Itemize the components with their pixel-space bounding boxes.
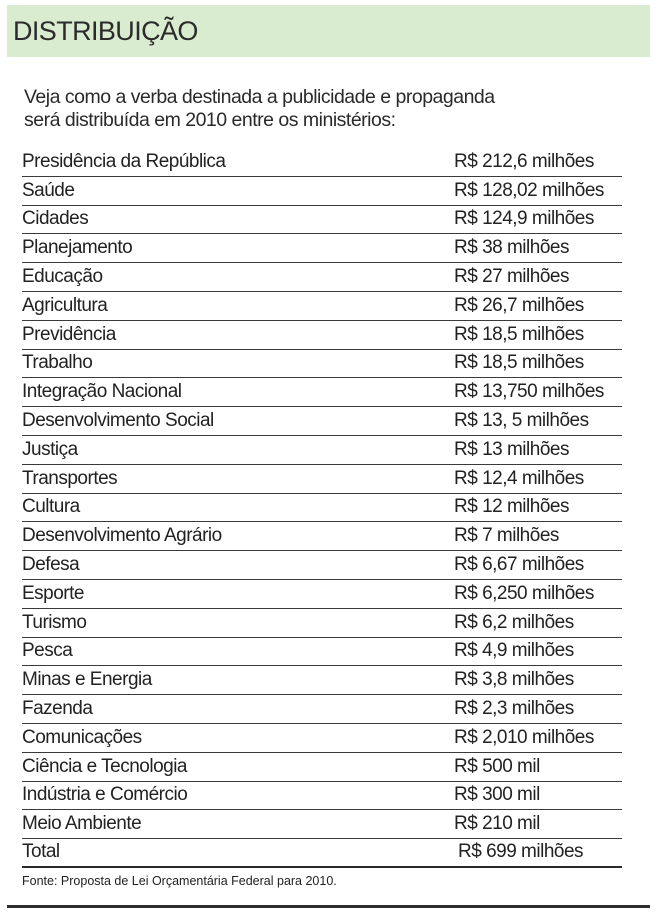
header-banner: DISTRIBUIÇÃO [7,5,650,57]
ministry-name: Saúde [22,179,75,201]
ministry-name: Planejamento [22,237,133,259]
total-value: R$ 699 milhões [458,840,584,862]
budget-value: R$ 38 milhões [454,237,569,259]
table-row: Ciência e Tecnologia R$ 500 mil [22,753,622,782]
table-row: Educação R$ 27 milhões [22,263,622,292]
table-row: Planejamento R$ 38 milhões [22,234,622,264]
ministry-name: Ciência e Tecnologia [22,755,188,777]
budget-value: R$ 2,010 milhões [454,726,594,748]
table-row: Justiça R$ 13 milhões [22,436,622,465]
budget-value: R$ 12,4 milhões [454,467,584,489]
ministry-name: Turismo [22,611,87,633]
budget-value: R$ 3,8 milhões [454,669,574,691]
budget-value: R$ 300 mil [454,784,540,806]
budget-value: R$ 18,5 milhões [454,323,584,345]
total-row: Total R$ 699 milhões [22,839,622,868]
intro-text: Veja como a verba destinada a publicidad… [24,86,624,132]
table-row: Presidência da República R$ 212,6 milhões [22,148,622,177]
table-row: Minas e Energia R$ 3,8 milhões [22,666,622,696]
ministry-name: Desenvolvimento Social [22,409,214,431]
table-row: Turismo R$ 6,2 milhões [22,609,622,638]
ministry-name: Fazenda [22,697,93,719]
table-row: Defesa R$ 6,67 milhões [22,551,622,580]
table-row: Cultura R$ 12 milhões [22,494,622,523]
budget-value: R$ 210 mil [454,813,540,835]
table-row: Desenvolvimento Social R$ 13, 5 milhões [22,407,622,436]
budget-value: R$ 12 milhões [454,496,569,518]
budget-value: R$ 13,750 milhões [454,381,604,403]
table-row: Cidades R$ 124,9 milhões [22,206,622,235]
budget-value: R$ 212,6 milhões [454,150,594,172]
budget-value: R$ 27 milhões [454,265,569,287]
table-row: Esporte R$ 6,250 milhões [22,580,622,609]
budget-value: R$ 124,9 milhões [454,208,594,230]
ministry-name: Defesa [22,553,80,575]
table-row: Agricultura R$ 26,7 milhões [22,292,622,321]
budget-value: R$ 7 milhões [454,525,559,547]
budget-value: R$ 500 mil [454,755,540,777]
budget-value: R$ 13, 5 milhões [454,409,589,431]
ministry-name: Minas e Energia [22,669,152,691]
ministry-name: Justiça [22,438,78,460]
ministry-name: Cidades [22,208,89,230]
budget-value: R$ 6,250 milhões [454,582,594,604]
intro-line-2: será distribuída em 2010 entre os minist… [24,109,396,131]
table-row: Transportes R$ 12,4 milhões [22,465,622,494]
ministry-name: Esporte [22,582,84,604]
ministry-name: Indústria e Comércio [22,784,188,806]
budget-value: R$ 6,2 milhões [454,611,574,633]
budget-value: R$ 2,3 milhões [454,697,574,719]
budget-value: R$ 4,9 milhões [454,640,574,662]
ministry-name: Desenvolvimento Agrário [22,525,222,547]
page-title: DISTRIBUIÇÃO [13,16,198,46]
ministry-name: Comunicações [22,726,142,748]
table-row: Integração Nacional R$ 13,750 milhões [22,378,622,408]
table-row: Pesca R$ 4,9 milhões [22,638,622,667]
table-row: Indústria e Comércio R$ 300 mil [22,782,622,811]
budget-value: R$ 6,67 milhões [454,553,584,575]
intro-line-1: Veja como a verba destinada a publicidad… [24,86,495,108]
table-row: Previdência R$ 18,5 milhões [22,321,622,350]
ministry-name: Integração Nacional [22,381,182,403]
table-row: Fazenda R$ 2,3 milhões [22,695,622,724]
budget-value: R$ 26,7 milhões [454,294,584,316]
ministry-name: Transportes [22,467,118,489]
ministry-name: Meio Ambiente [22,813,142,835]
total-label: Total [22,840,60,862]
table-row: Desenvolvimento Agrário R$ 7 milhões [22,522,622,552]
ministry-name: Trabalho [22,352,93,374]
ministry-name: Previdência [22,323,116,345]
ministry-name: Cultura [22,496,80,518]
ministry-name: Agricultura [22,294,108,316]
ministry-name: Pesca [22,640,73,662]
source-note: Fonte: Proposta de Lei Orçamentária Fede… [22,874,337,888]
budget-value: R$ 13 milhões [454,438,569,460]
table-row: Saúde R$ 128,02 milhões [22,177,622,206]
budget-value: R$ 18,5 milhões [454,352,584,374]
table-row: Meio Ambiente R$ 210 mil [22,810,622,840]
bottom-divider [7,905,650,908]
table-row: Trabalho R$ 18,5 milhões [22,350,622,379]
ministry-name: Educação [22,265,103,287]
budget-value: R$ 128,02 milhões [454,179,604,201]
ministry-name: Presidência da República [22,150,226,172]
table-row: Comunicações R$ 2,010 milhões [22,724,622,753]
budget-table: Presidência da República R$ 212,6 milhões… [22,148,622,868]
